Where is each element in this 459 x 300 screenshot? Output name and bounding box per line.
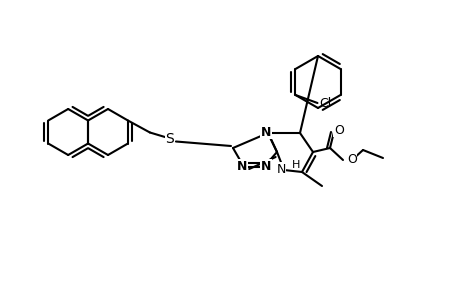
Text: H: H bbox=[291, 160, 300, 170]
Text: O: O bbox=[346, 152, 356, 166]
Text: N: N bbox=[236, 160, 246, 172]
Text: O: O bbox=[333, 124, 343, 136]
Text: N: N bbox=[260, 125, 271, 139]
Text: S: S bbox=[165, 131, 174, 146]
Text: N: N bbox=[276, 163, 285, 176]
Text: N: N bbox=[260, 160, 271, 172]
Text: Cl: Cl bbox=[319, 97, 331, 110]
